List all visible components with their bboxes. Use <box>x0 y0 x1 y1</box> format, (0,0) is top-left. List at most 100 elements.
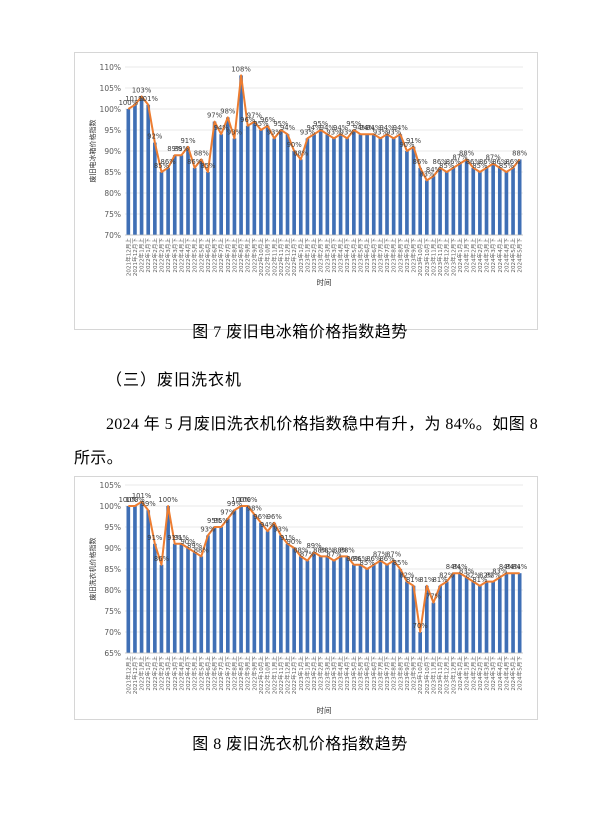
x-tick-label: 2023年2月下 <box>317 238 325 273</box>
x-tick-label: 2022年11月上 <box>270 238 278 277</box>
x-tick-label: 2023年6月下 <box>370 656 378 691</box>
bar <box>517 573 522 653</box>
x-tick-label: 2022年3月上 <box>164 238 172 273</box>
data-label: 85% <box>393 559 409 567</box>
data-label: 91% <box>174 534 190 542</box>
bar <box>259 522 263 653</box>
bar <box>259 130 263 235</box>
data-label: 86% <box>154 555 170 563</box>
data-label: 84% <box>505 563 521 571</box>
bar <box>186 548 190 653</box>
bar <box>458 573 462 653</box>
data-label: 94% <box>214 124 230 132</box>
bar <box>212 121 217 235</box>
x-tick-label: 2023年12月下 <box>449 238 457 277</box>
data-label: 87% <box>386 551 402 559</box>
data-label: 90% <box>399 141 415 149</box>
data-label: 88% <box>194 149 210 157</box>
bar <box>438 167 442 235</box>
x-tick-label: 2023年11月下 <box>436 238 444 277</box>
x-tick-label: 2022年7月下 <box>224 238 232 273</box>
x-tick-label: 2022年2月上 <box>151 656 159 691</box>
bar <box>511 167 515 235</box>
data-label: 91% <box>406 137 422 145</box>
data-label: 93% <box>273 525 289 533</box>
data-label: 93% <box>200 525 216 533</box>
bar <box>206 535 210 653</box>
bar <box>378 138 383 235</box>
data-label: 82% <box>486 572 502 580</box>
bar <box>272 522 277 653</box>
data-label: 97% <box>220 509 236 517</box>
data-label: 100% <box>238 496 258 504</box>
bar <box>179 543 184 653</box>
x-tick-label: 2022年12月上 <box>284 238 292 277</box>
data-label: 95% <box>207 517 223 525</box>
bar <box>471 581 476 653</box>
bar <box>206 172 210 235</box>
bar <box>405 151 409 235</box>
x-tick-label: 2023年9月下 <box>410 656 418 691</box>
data-label: 91% <box>147 534 163 542</box>
data-label: 93% <box>340 128 356 136</box>
x-tick-label: 2022年8月下 <box>237 656 245 691</box>
trend-line <box>128 500 520 633</box>
bar <box>232 138 237 235</box>
x-tick-label: 2023年3月下 <box>330 238 338 273</box>
x-tick-label: 2022年4月上 <box>177 656 185 691</box>
x-tick-label: 2024年5月上 <box>509 656 517 691</box>
x-tick-label: 2023年8月下 <box>396 238 404 273</box>
data-label: 86% <box>413 158 429 166</box>
bar <box>411 146 416 235</box>
x-tick-label: 2023年5月下 <box>356 656 364 691</box>
bar <box>159 564 164 653</box>
data-label: 87% <box>452 154 468 162</box>
x-tick-label: 2023年3月上 <box>323 656 331 691</box>
bar <box>391 138 396 235</box>
bar <box>318 556 323 653</box>
y-tick-label: 105% <box>100 481 121 490</box>
bar <box>239 506 243 653</box>
data-label: 84% <box>452 563 468 571</box>
bar <box>352 564 356 653</box>
bar <box>292 151 296 235</box>
data-label: 95% <box>214 517 230 525</box>
figure-7-chart: 70% 75% 80% 85% 90% 95% 100% 105% 110% 废旧电冰箱价格指数 1… <box>74 52 538 330</box>
data-label: 92% <box>147 133 163 141</box>
bar <box>332 138 336 235</box>
bar <box>444 581 449 653</box>
figure-8-chart: 65% 70% 75% 80% 85% 90% 95% 100% 105% 废旧洗衣机价格指数 10… <box>74 476 538 720</box>
bar <box>325 134 330 235</box>
data-label: 85% <box>360 559 376 567</box>
bar <box>219 134 224 235</box>
data-label: 94% <box>333 124 349 132</box>
data-label: 86% <box>161 158 177 166</box>
bar <box>464 577 469 653</box>
x-tick-label: 2022年12月下 <box>290 238 298 277</box>
bar <box>272 138 277 235</box>
x-tick-label: 2023年10月下 <box>423 656 431 695</box>
x-tick-label: 2023年5月上 <box>350 656 358 691</box>
x-tick-label: 2024年3月下 <box>489 238 497 273</box>
data-label: 86% <box>433 158 449 166</box>
data-label: 91% <box>280 534 296 542</box>
x-tick-label: 2022年7月上 <box>217 656 225 691</box>
x-tick-label: 2023年5月上 <box>350 238 358 273</box>
data-label: 86% <box>446 158 462 166</box>
data-label: 97% <box>207 112 223 120</box>
data-label: 81% <box>406 576 422 584</box>
bar <box>298 556 303 653</box>
x-tick-label: 2024年1月下 <box>463 656 471 691</box>
x-tick-label: 2023年1月下 <box>303 656 311 691</box>
bar <box>504 172 509 235</box>
bar <box>431 176 436 235</box>
bar <box>239 75 243 236</box>
bar <box>391 560 396 653</box>
x-tick-label: 2022年6月下 <box>211 238 219 273</box>
x-tick-label: 2023年6月上 <box>363 238 371 273</box>
x-tick-label: 2022年9月下 <box>250 656 258 691</box>
x-tick-label: 2023年11月下 <box>436 656 444 695</box>
data-label: 86% <box>366 555 382 563</box>
bar <box>305 560 310 653</box>
x-tick-label: 2023年4月上 <box>337 656 345 691</box>
